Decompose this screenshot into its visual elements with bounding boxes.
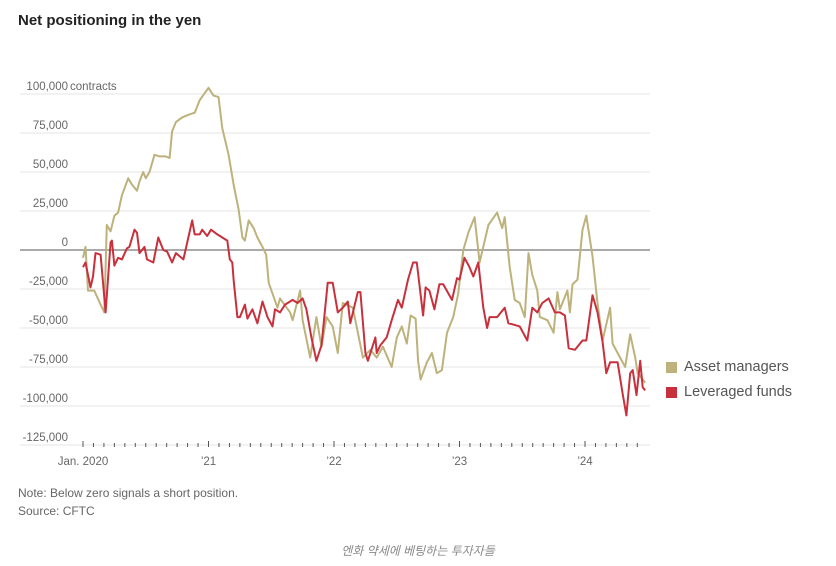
x-tick-label: ’23: [452, 456, 467, 468]
line-chart: 100,000 contracts 75,000 50,000 25,000 0 -25,0…: [20, 81, 650, 468]
y-tick-label: 0: [62, 237, 68, 249]
chart-title: Net positioning in the yen: [18, 12, 202, 29]
x-tick-label: ’24: [577, 456, 593, 468]
y-tick-label: -100,000: [23, 393, 68, 405]
chart-source: Source: CFTC: [18, 504, 95, 518]
y-unit-label: contracts: [70, 81, 117, 93]
x-tick-label: ’21: [201, 456, 216, 468]
y-tick-label: -50,000: [29, 315, 68, 327]
legend-label: Asset managers: [684, 359, 789, 375]
y-tick-label: 75,000: [33, 120, 68, 132]
y-tick-label: -25,000: [29, 276, 68, 288]
y-tick-label: -75,000: [29, 354, 68, 366]
series-line-asset-managers: [82, 86, 646, 384]
legend-item-leveraged-funds: Leveraged funds: [666, 384, 792, 400]
legend-item-asset-managers: Asset managers: [666, 359, 789, 375]
x-tick-label: ’22: [326, 456, 341, 468]
y-tick-label: 25,000: [33, 198, 68, 210]
legend-swatch: [666, 386, 677, 398]
chart-note: Note: Below zero signals a short positio…: [18, 486, 239, 500]
x-tick-label: Jan. 2020: [58, 456, 109, 468]
series-line-leveraged-funds: [82, 219, 646, 417]
y-tick-label: 50,000: [33, 159, 68, 171]
legend-swatch: [666, 361, 677, 373]
legend-label: Leveraged funds: [684, 384, 793, 400]
y-tick-label: 100,000: [26, 81, 68, 93]
caption: 엔화 약세에 베팅하는 투자자들: [341, 544, 495, 558]
y-tick-label: -125,000: [23, 432, 68, 444]
